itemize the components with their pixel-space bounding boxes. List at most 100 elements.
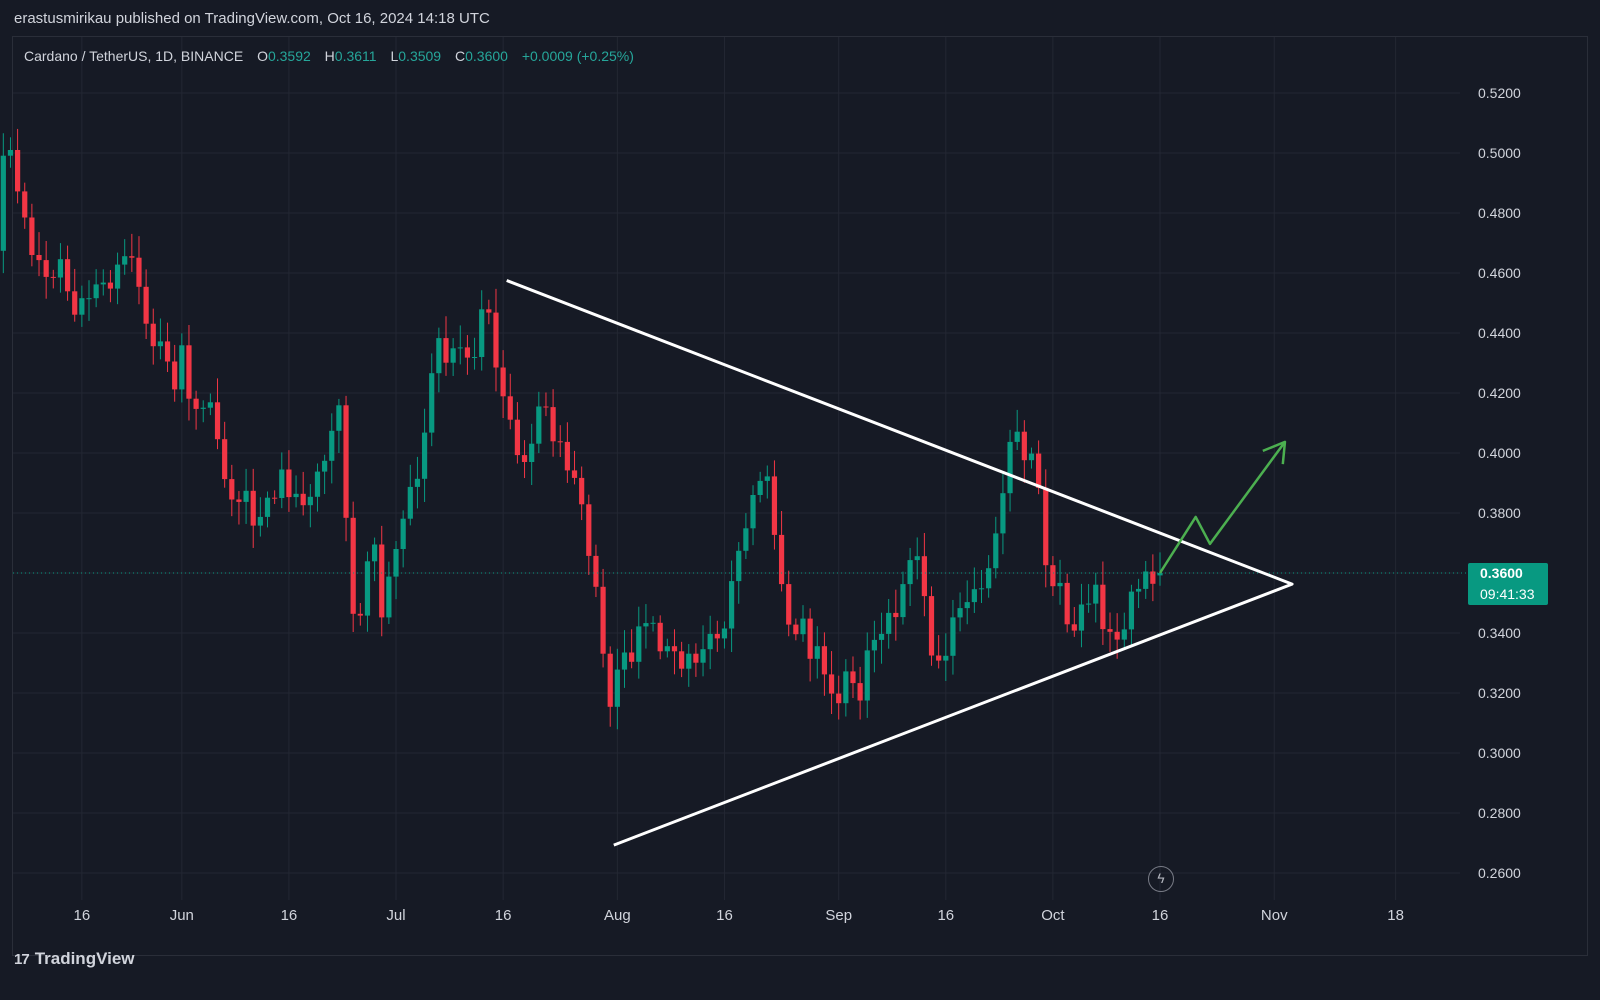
candle-body (1114, 631, 1120, 640)
candle-body (57, 259, 64, 278)
candle-body (293, 493, 299, 498)
candle-body (372, 544, 378, 562)
open-value: 0.3592 (267, 48, 311, 64)
candle-body (986, 568, 992, 589)
candle-body (600, 586, 606, 654)
candle-body (743, 528, 749, 551)
price-tick-label: 0.2600 (1478, 865, 1521, 881)
candle-body (129, 256, 135, 258)
candle-body (878, 633, 885, 640)
candle-body (193, 398, 199, 409)
drawings (13, 279, 1468, 847)
candle-body (50, 276, 56, 278)
candle-body (72, 291, 78, 315)
close-value: 0.3600 (465, 48, 508, 64)
candle-body (186, 345, 192, 399)
candle-body (700, 649, 706, 663)
candle-body (464, 347, 471, 358)
candle-body (557, 441, 563, 443)
candle-body (629, 652, 635, 662)
price-axis: 0.5200 0.5000 0.4800 0.4600 0.4400 0.4200 0.40… (1478, 85, 1521, 881)
candle-body (100, 282, 106, 285)
high-label: H (324, 48, 335, 64)
candle-body (736, 550, 742, 582)
candle-body (1028, 453, 1035, 461)
chart-frame (12, 36, 1588, 956)
candle-body (279, 469, 285, 498)
candle-body (550, 407, 556, 442)
candle-body (543, 406, 549, 408)
candle-body (1100, 584, 1106, 630)
time-tick-label: Sep (825, 907, 852, 924)
candle-body (364, 561, 371, 616)
low-label: L (390, 48, 399, 64)
candle-body (957, 608, 963, 618)
candle-body (564, 441, 570, 471)
candle-body (164, 341, 171, 362)
price-tick-label: 0.4800 (1478, 205, 1521, 221)
candle-body (664, 646, 670, 652)
time-tick-label: Aug (604, 907, 631, 924)
candle-body (621, 652, 628, 670)
candle-body (86, 298, 92, 300)
candle-body (0, 155, 6, 251)
brand-name[interactable]: TradingView (34, 949, 135, 968)
candle-body (1021, 431, 1027, 461)
change-value: +0.0009 (+0.25%) (521, 48, 634, 64)
candle-body (1050, 565, 1056, 587)
projection-arrowhead (1262, 440, 1287, 465)
candle-body (807, 618, 813, 659)
candle-body (1057, 582, 1063, 587)
price-tick-label: 0.5000 (1478, 145, 1521, 161)
candle-body (343, 405, 349, 518)
candle-body (757, 480, 763, 495)
candle-body (729, 581, 735, 629)
candle-body (329, 430, 335, 461)
symbol-label[interactable]: Cardano / TetherUS, 1D, BINANCE (24, 48, 244, 64)
publisher-header: erastusmirikau published on TradingView.… (14, 10, 490, 27)
candle-body (857, 683, 863, 701)
candle-body (1014, 431, 1020, 442)
candle-body (943, 655, 949, 661)
candle-body (636, 626, 642, 662)
candle-body (714, 633, 720, 639)
candle-body (750, 495, 756, 529)
candle-body (893, 612, 899, 618)
candle-body (1064, 582, 1070, 625)
time-tick-label: Jul (386, 907, 405, 924)
high-value: 0.3611 (334, 48, 377, 64)
candle-body (536, 406, 542, 444)
candle-body (1107, 629, 1113, 632)
candle-body (579, 477, 585, 505)
candle-body (22, 191, 28, 218)
lightning-bolt-icon[interactable]: ϟ (1148, 866, 1174, 892)
time-tick-label: 16 (74, 907, 91, 924)
candle-body (978, 588, 985, 590)
candle-body (93, 284, 99, 299)
candle-body (771, 476, 778, 535)
candle-body (150, 323, 156, 347)
time-tick-label: 16 (716, 907, 733, 924)
candle-body (436, 338, 442, 374)
grid (13, 37, 1460, 900)
candle-body (936, 655, 942, 661)
candle-body (114, 264, 121, 289)
candle-body (764, 476, 770, 481)
candle-body (1007, 441, 1013, 494)
candle-body (900, 584, 906, 618)
candle-body (29, 217, 35, 255)
candle-body (1078, 604, 1085, 631)
candle-body (1135, 588, 1142, 592)
ohlc-legend: Cardano / TetherUS, 1D, BINANCE O0.3592 … (24, 48, 634, 64)
candle-body (500, 367, 506, 397)
candle-body (828, 674, 835, 694)
candle-body (229, 479, 235, 500)
tradingview-logo-icon[interactable]: 17 (14, 950, 30, 968)
candle-body (393, 549, 399, 577)
candle-body (514, 419, 520, 456)
time-tick-label: 16 (937, 907, 954, 924)
candle-body (693, 653, 699, 663)
projection-arrow (1158, 441, 1286, 574)
candle-body (871, 639, 877, 651)
